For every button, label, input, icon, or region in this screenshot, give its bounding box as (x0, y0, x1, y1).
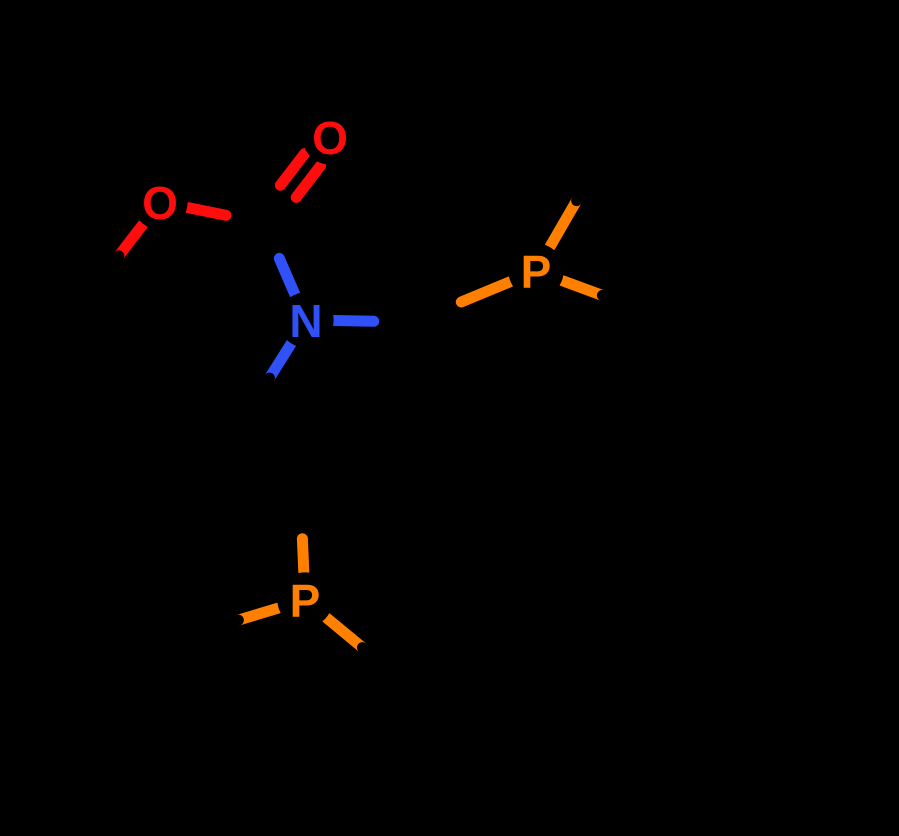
molecule-diagram: O O N P P (0, 0, 899, 836)
atom-label-o: O (142, 177, 178, 229)
atom-label-p: P (521, 246, 552, 298)
atom-label-n: N (289, 295, 322, 347)
atom-label-o: O (312, 112, 348, 164)
atom-label-p: P (290, 575, 321, 627)
